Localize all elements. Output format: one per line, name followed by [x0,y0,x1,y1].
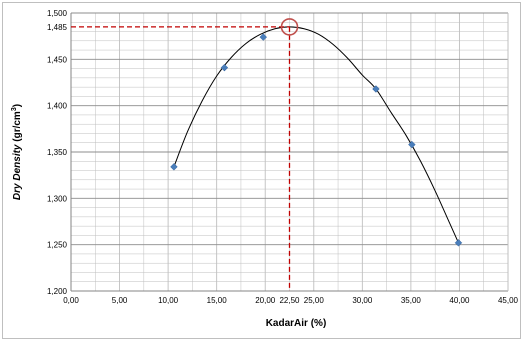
x-tick-label: 15,00 [207,296,228,305]
data-point [454,239,463,247]
x-tick-label: 25,00 [304,296,325,305]
y-tick-label: 1,300 [47,194,68,203]
y-axis-title-sup: 3 [11,107,18,111]
y-tick-label: 1,500 [47,9,68,18]
data-point [408,140,416,149]
x-tick-label: 20,00 [255,296,276,305]
y-axis-title: Dry Density (gr/cm3) [11,104,23,200]
data-point [170,163,178,171]
optimum-circle [280,18,299,36]
y-tick-label-optimum: 1,485 [47,23,68,32]
x-axis-title: KadarAir (%) [266,318,327,329]
x-tick-label: 30,00 [352,296,373,305]
y-tick-label: 1,450 [47,55,68,64]
data-point [259,33,268,41]
y-axis-title-close: ) [12,104,23,107]
x-tick-label: 5,00 [112,296,128,305]
x-tick-label: 45,00 [498,296,519,305]
x-tick-label: 0,00 [63,296,79,305]
y-axis-title-main: Dry Density [12,144,23,200]
y-tick-label: 1,200 [47,287,68,296]
data-points [170,33,463,247]
fitted-curve-path [173,26,459,244]
y-tick-label: 1,350 [47,148,68,157]
data-point [220,63,229,72]
x-tick-label: 35,00 [401,296,422,305]
x-tick-label: 10,00 [158,296,179,305]
x-tick-label-optimum: 22,50 [279,296,300,305]
fitted-curve [173,26,459,244]
tick-labels: 0,00 5,00 10,00 15,00 20,00 25,00 30,00 35,00 40… [47,9,519,305]
y-tick-label: 1,400 [47,102,68,111]
optimum-guides [71,18,299,291]
y-tick-label: 1,250 [47,241,68,250]
y-axis-title-unit: (gr/cm [12,111,23,144]
data-point [372,85,380,93]
x-tick-label: 40,00 [449,296,470,305]
